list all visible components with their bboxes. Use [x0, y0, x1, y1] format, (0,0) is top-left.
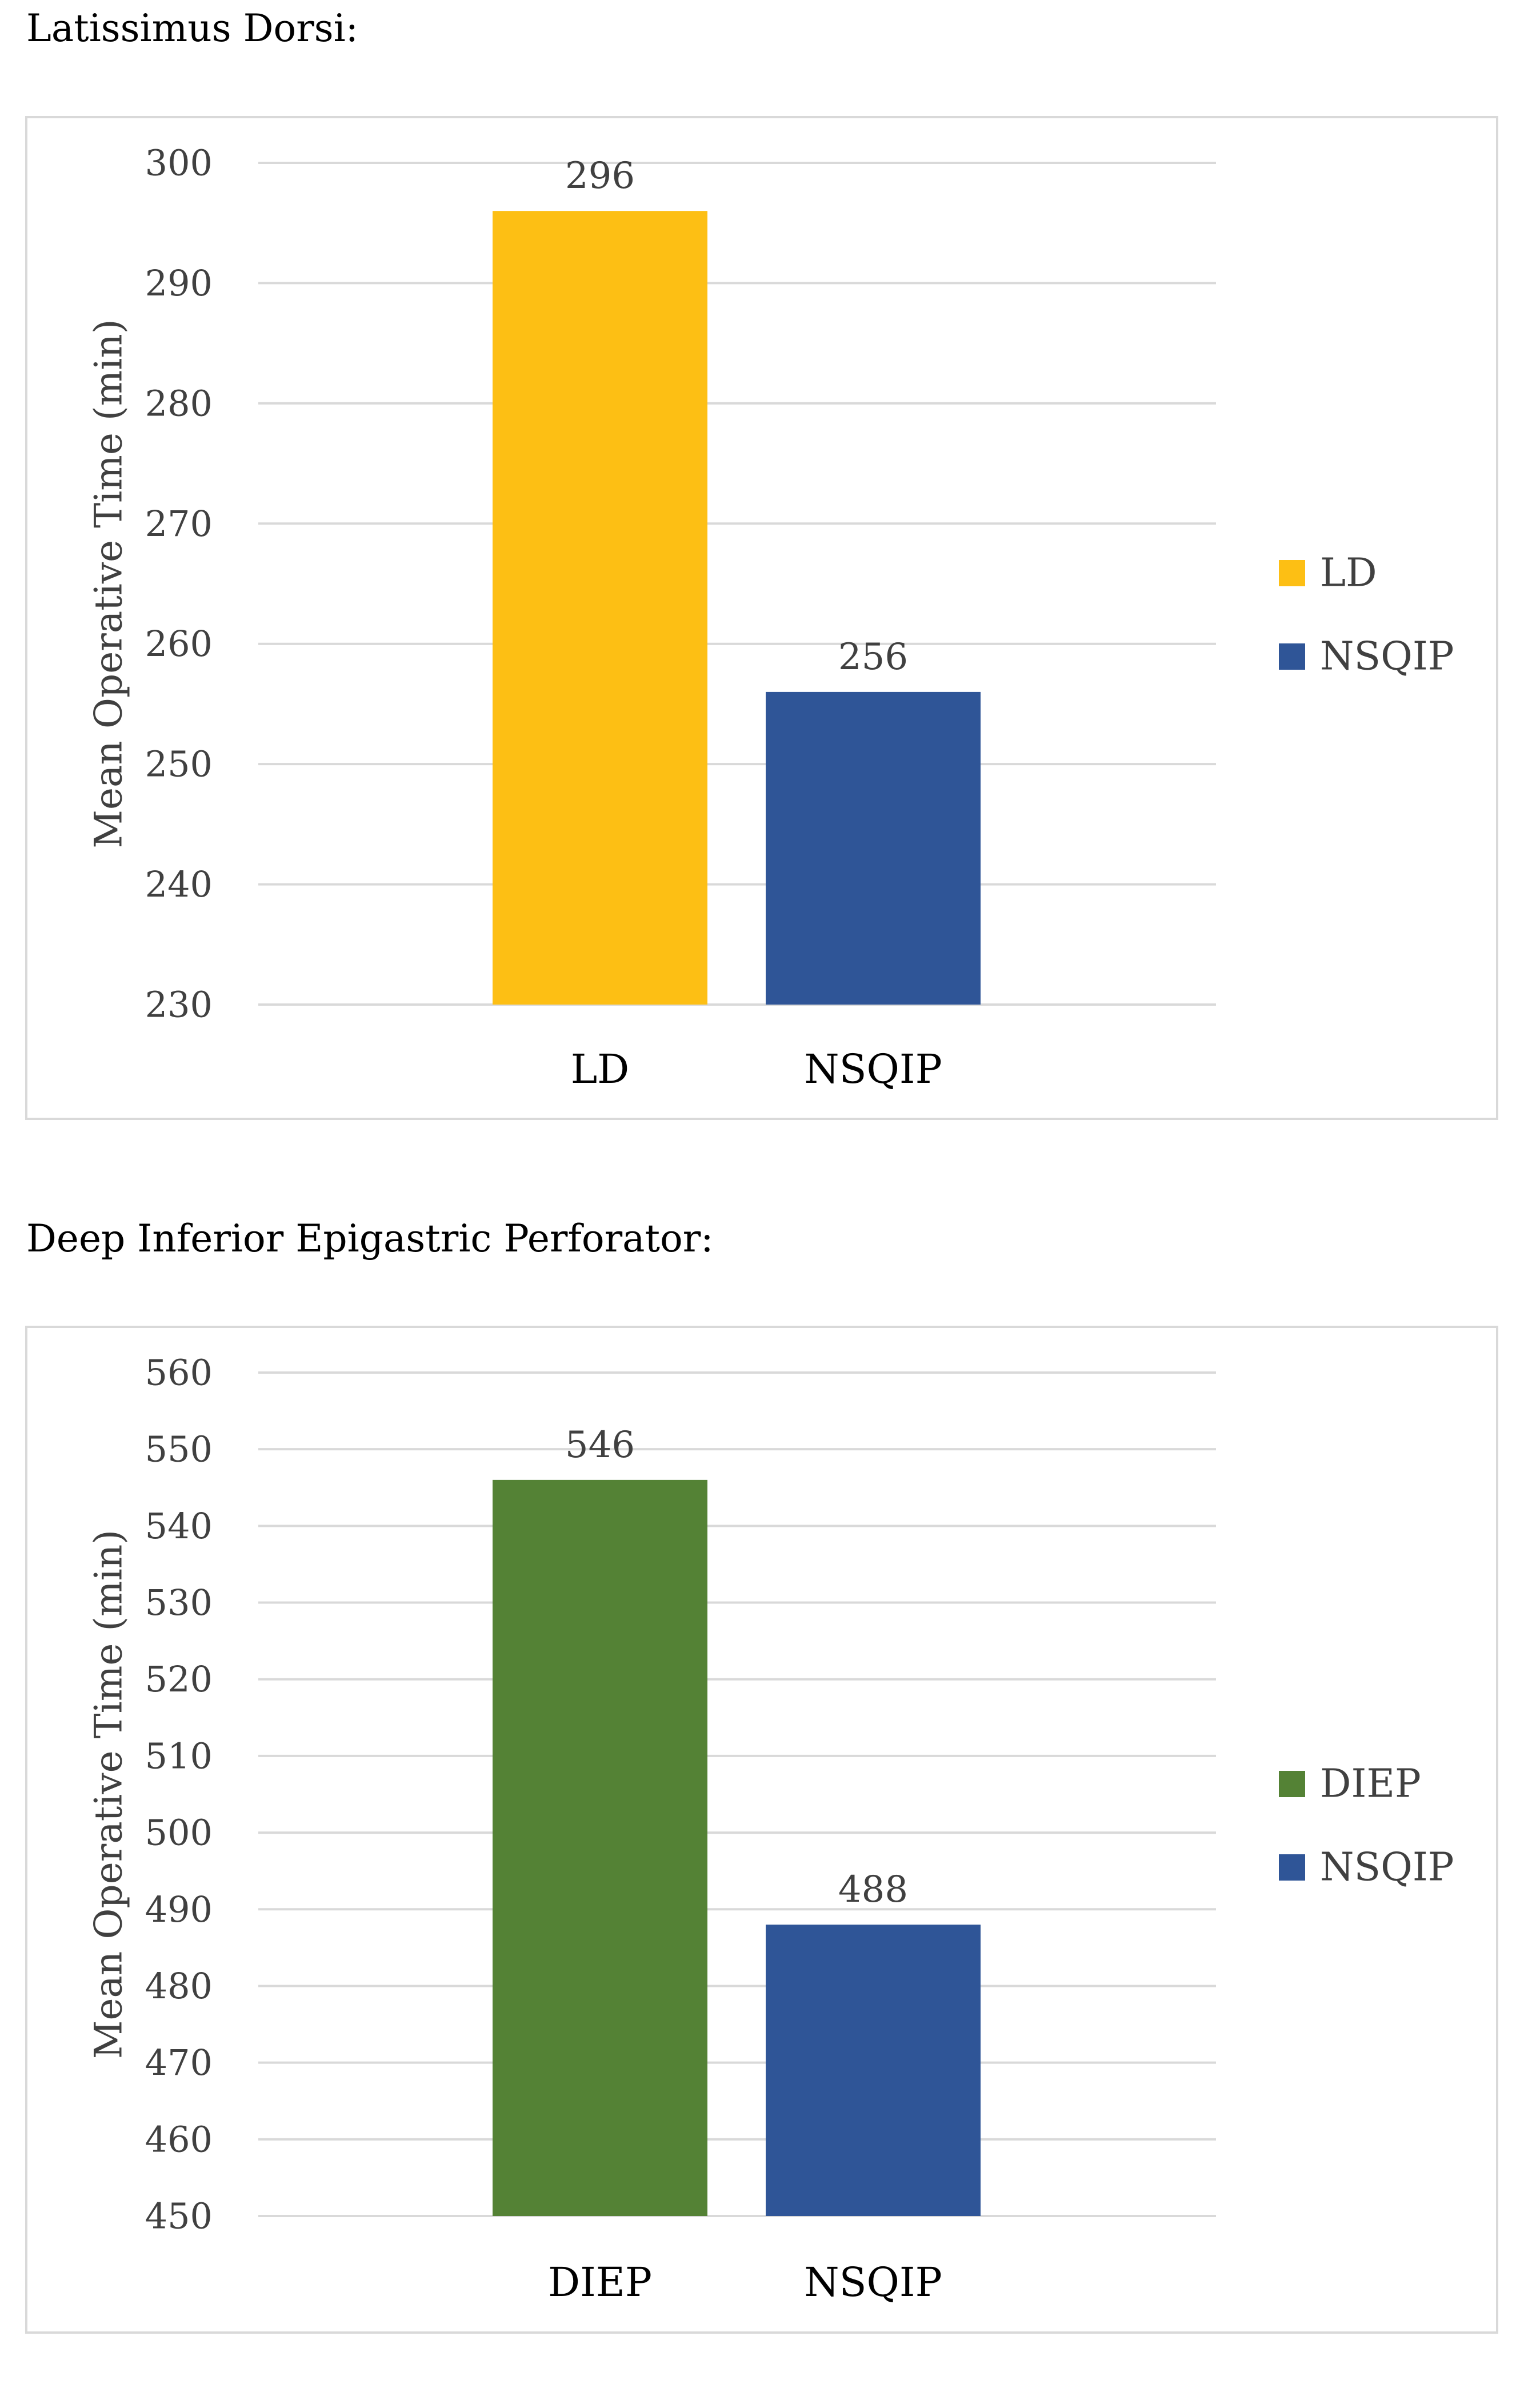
y-tick-label: 500 — [145, 1812, 213, 1854]
y-tick-label: 290 — [145, 262, 213, 304]
y-axis-label: Mean Operative Time (min) — [87, 1530, 131, 2059]
legend-swatch — [1279, 1771, 1305, 1797]
x-category-label: NSQIP — [804, 2259, 942, 2306]
legend-label: LD — [1320, 551, 1377, 596]
legend-swatch — [1279, 560, 1305, 586]
y-axis-label: Mean Operative Time (min) — [87, 319, 131, 848]
legend-label: NSQIP — [1320, 1845, 1454, 1890]
y-tick-label: 230 — [145, 984, 213, 1026]
bar-diep — [493, 1479, 707, 2216]
data-label: 296 — [565, 155, 635, 197]
data-label: 488 — [838, 1869, 908, 1911]
y-tick-label: 460 — [145, 2118, 213, 2160]
chart-frame — [25, 1326, 1498, 2334]
y-tick-label: 260 — [145, 623, 213, 665]
y-tick-label: 540 — [145, 1505, 213, 1547]
x-category-label: LD — [571, 1046, 630, 1093]
legend-swatch — [1279, 1854, 1305, 1881]
chart-title: Deep Inferior Epigastric Perforator: — [26, 1217, 714, 1261]
legend-label: DIEP — [1320, 1762, 1421, 1807]
legend-label: NSQIP — [1320, 634, 1454, 679]
y-tick-label: 450 — [145, 2195, 213, 2237]
bar-ld — [493, 211, 707, 1005]
y-tick-label: 270 — [145, 503, 213, 545]
legend-swatch — [1279, 643, 1305, 670]
y-tick-label: 520 — [145, 1658, 213, 1700]
chart-panel-1: Latissimus Dorsi: 230 240 250 260 270 280 290 30… — [25, 6, 1498, 1120]
bar-nsqip — [766, 691, 981, 1005]
x-category-label: NSQIP — [804, 1046, 942, 1093]
chart-title: Latissimus Dorsi: — [26, 6, 358, 50]
data-label: 256 — [838, 636, 908, 678]
y-tick-label: 490 — [145, 1889, 213, 1930]
y-tick-label: 480 — [145, 1965, 213, 2007]
y-tick-label: 250 — [145, 743, 213, 785]
y-tick-label: 530 — [145, 1582, 213, 1623]
legend: LD NSQIP — [1279, 551, 1454, 679]
legend: DIEP NSQIP — [1279, 1762, 1454, 1890]
chart-panel-2: Deep Inferior Epigastric Perforator: 450 4… — [25, 1217, 1498, 2334]
y-tick-label: 300 — [145, 142, 213, 184]
x-category-label: DIEP — [548, 2259, 652, 2306]
y-tick-label: 470 — [145, 2042, 213, 2083]
bar-nsqip — [766, 1925, 981, 2216]
chart-frame — [25, 116, 1498, 1120]
data-label: 546 — [565, 1424, 635, 1466]
y-tick-label: 280 — [145, 382, 213, 424]
y-tick-label: 560 — [145, 1352, 213, 1394]
y-tick-label: 510 — [145, 1735, 213, 1777]
y-tick-label: 240 — [145, 863, 213, 905]
y-tick-label: 550 — [145, 1429, 213, 1470]
